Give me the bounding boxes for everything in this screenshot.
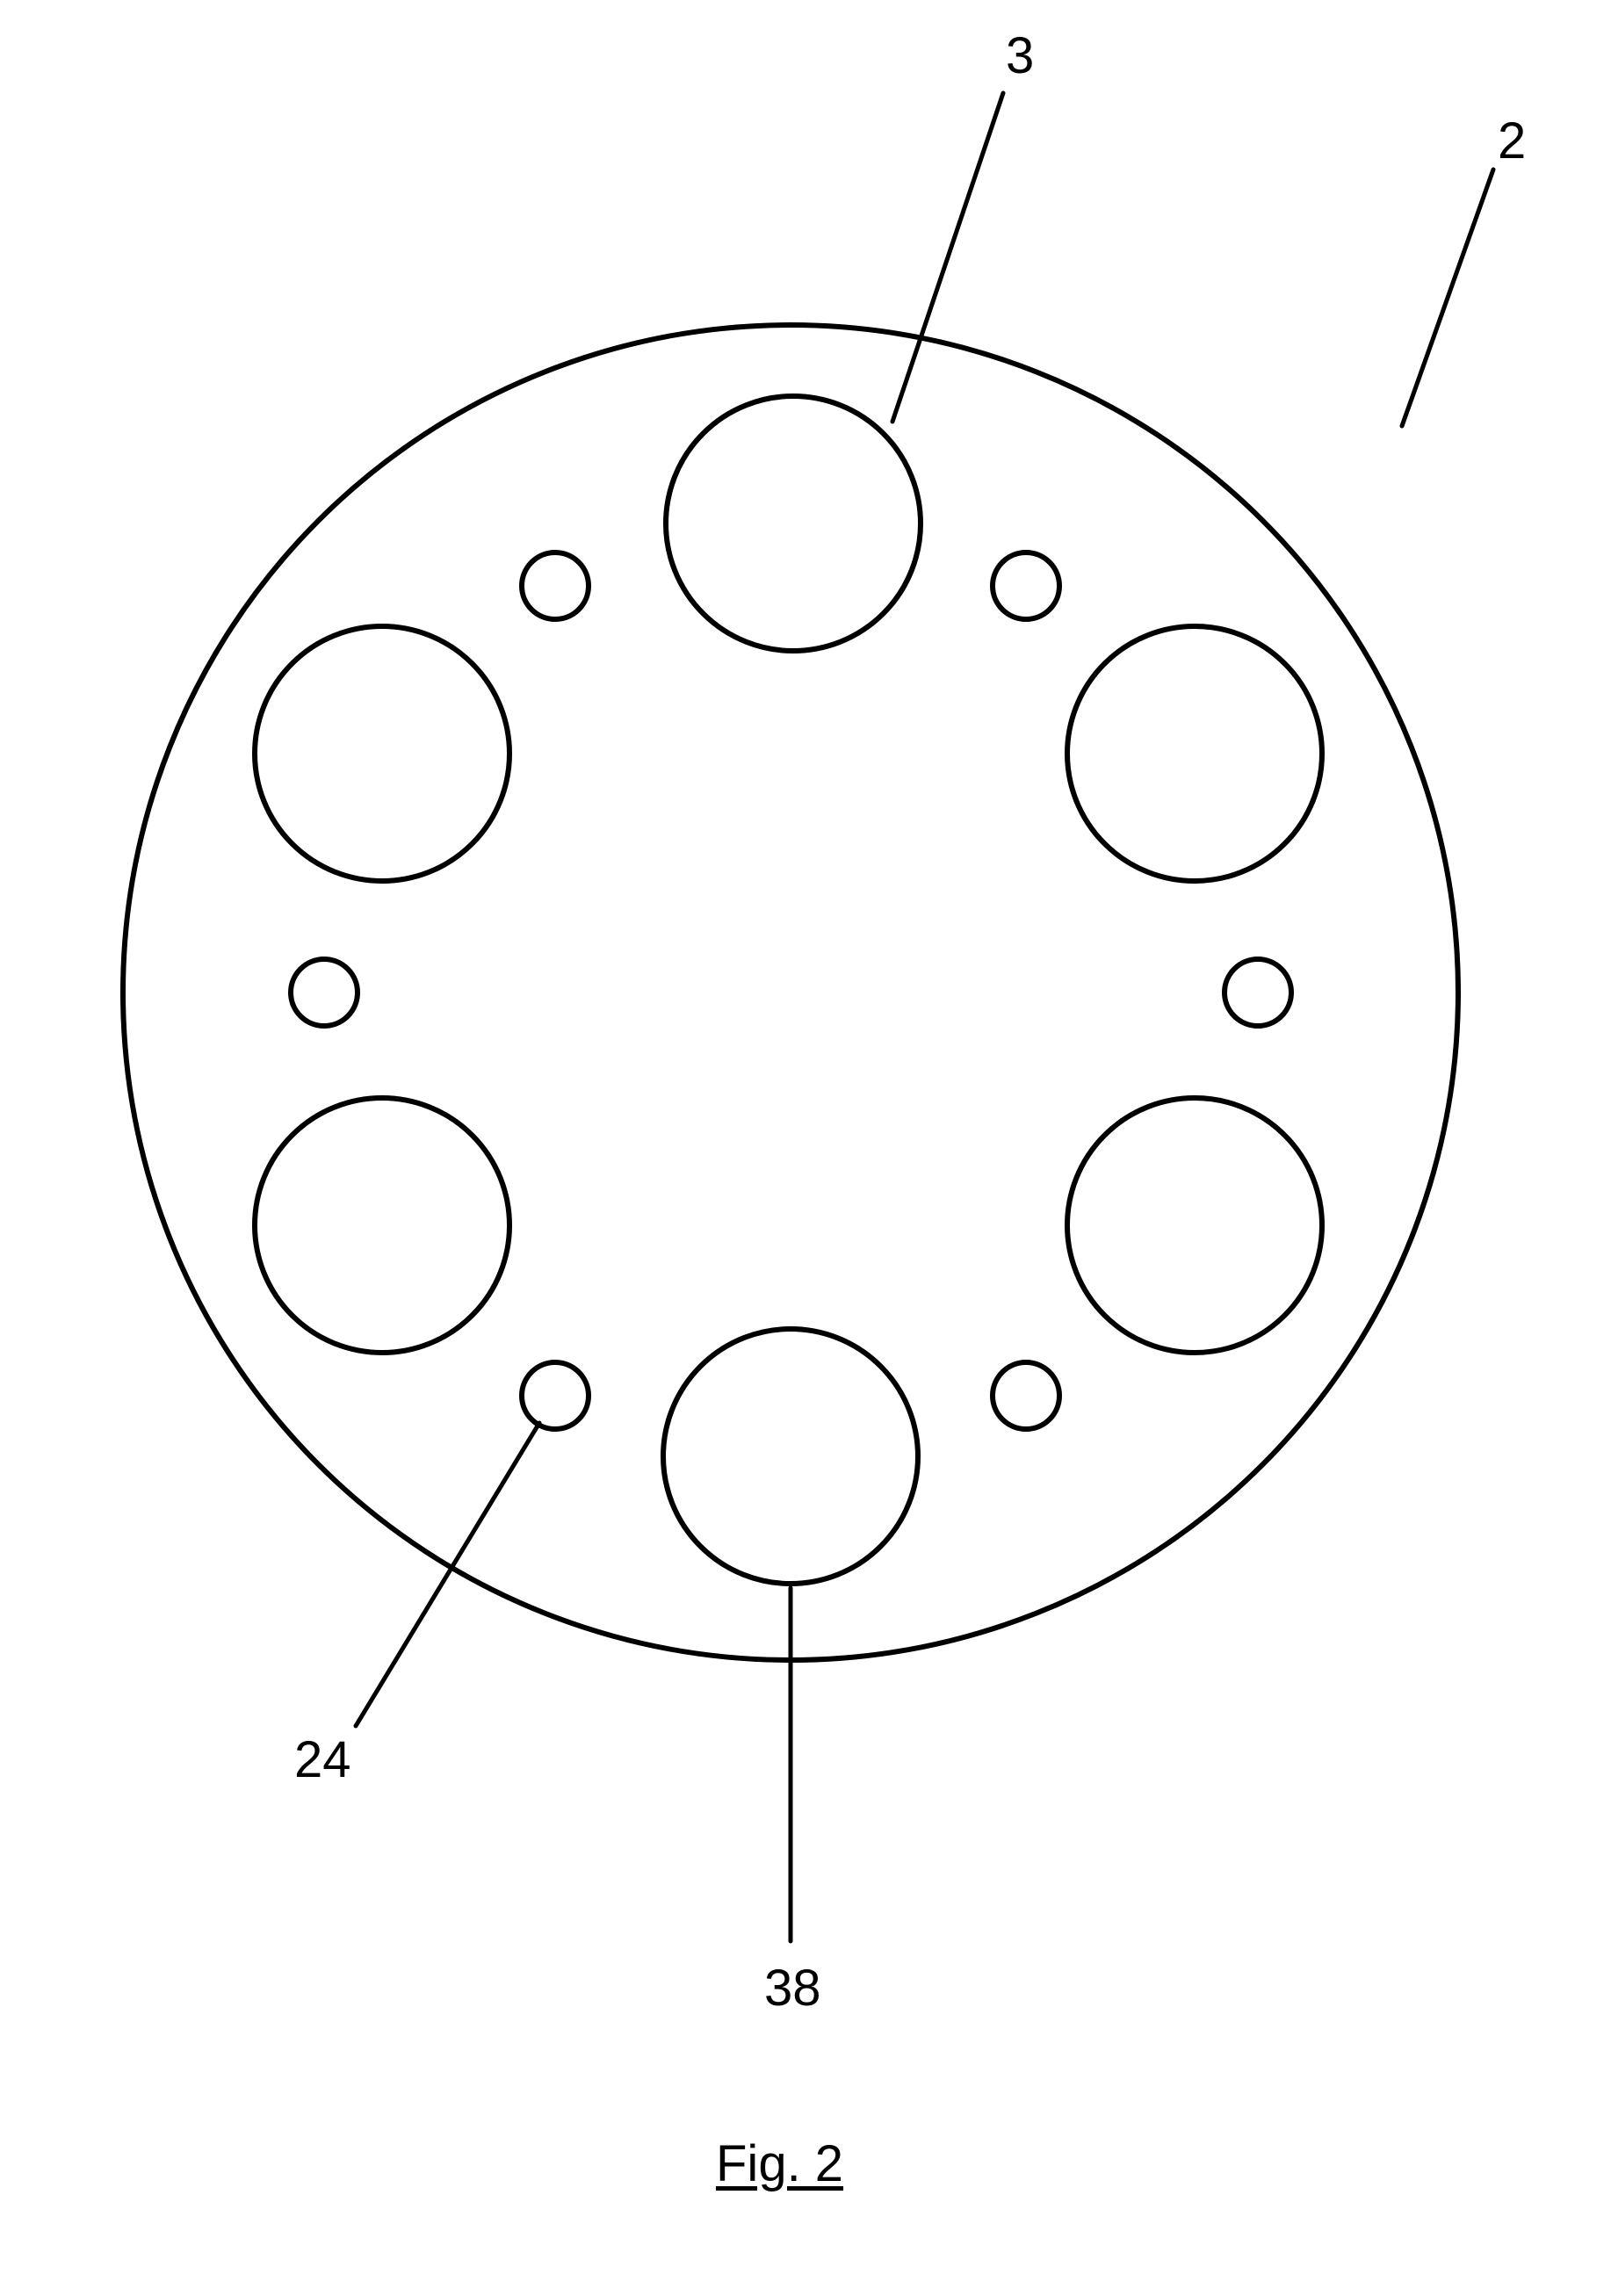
reference-label-2: 2: [1498, 112, 1526, 170]
reference-label-24: 24: [294, 1730, 351, 1789]
page-canvas: 3 2 24 38 Fig. 2: [0, 0, 1611, 2296]
figure-caption: Fig. 2: [716, 2134, 843, 2193]
reference-label-38: 38: [764, 1959, 821, 2018]
reference-label-3: 3: [1006, 26, 1034, 85]
patent-figure-svg: [0, 0, 1611, 2296]
